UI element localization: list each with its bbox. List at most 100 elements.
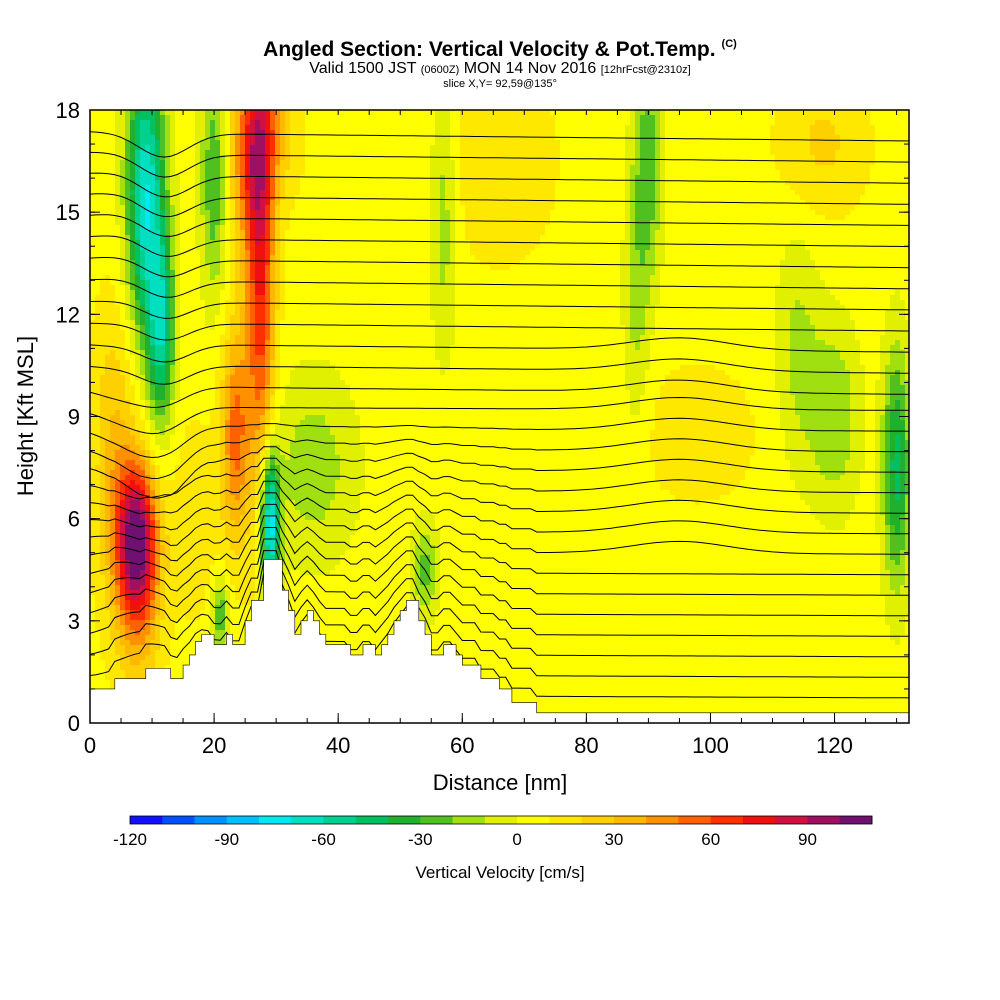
velocity-cell [155, 335, 161, 341]
velocity-cell [120, 355, 126, 361]
velocity-cell [210, 300, 216, 306]
velocity-cell [195, 500, 201, 506]
velocity-cell [150, 560, 156, 566]
velocity-cell [145, 365, 151, 371]
velocity-cell [190, 255, 196, 261]
velocity-cell [160, 665, 166, 671]
velocity-cell [210, 590, 216, 596]
velocity-cell [130, 425, 136, 431]
velocity-cell [160, 200, 166, 206]
velocity-cell [160, 570, 166, 576]
velocity-cell [110, 270, 116, 276]
velocity-cell [115, 570, 121, 576]
velocity-cell [110, 520, 116, 526]
velocity-cell [235, 345, 241, 351]
velocity-cell [200, 465, 206, 471]
velocity-cell [160, 430, 166, 436]
velocity-cell [225, 285, 231, 291]
velocity-cell [210, 495, 216, 501]
velocity-cell [170, 155, 176, 161]
velocity-cell [100, 305, 106, 311]
velocity-cell [220, 360, 226, 366]
velocity-cell [230, 555, 236, 561]
velocity-cell [265, 345, 271, 351]
velocity-cell [175, 235, 181, 241]
velocity-cell [285, 370, 291, 376]
velocity-cell [250, 280, 256, 286]
velocity-cell [140, 335, 146, 341]
velocity-cell [245, 115, 251, 121]
velocity-cell [105, 525, 111, 531]
velocity-cell [125, 545, 131, 551]
velocity-cell [205, 160, 211, 166]
velocity-cell [145, 260, 151, 266]
velocity-cell [165, 440, 171, 446]
velocity-cell [165, 570, 171, 576]
velocity-cell [235, 360, 241, 366]
velocity-cell [255, 235, 261, 241]
velocity-cell [140, 360, 146, 366]
velocity-cell [100, 575, 106, 581]
velocity-cell [200, 550, 206, 556]
velocity-cell [250, 510, 256, 516]
velocity-cell [100, 680, 106, 686]
velocity-cell [285, 320, 291, 326]
velocity-cell [270, 175, 276, 181]
velocity-cell [235, 495, 241, 501]
velocity-cell [100, 315, 106, 321]
velocity-cell [110, 570, 116, 576]
velocity-cell [245, 415, 251, 421]
velocity-cell [275, 190, 281, 196]
velocity-cell [275, 130, 281, 136]
velocity-cell [130, 215, 136, 221]
velocity-cell [105, 195, 111, 201]
velocity-cell [235, 510, 241, 516]
velocity-cell [140, 175, 146, 181]
velocity-cell [135, 665, 141, 671]
velocity-cell [155, 545, 161, 551]
velocity-cell [170, 530, 176, 536]
velocity-cell [130, 125, 136, 131]
velocity-cell [175, 615, 181, 621]
velocity-cell [230, 340, 236, 346]
velocity-cell [210, 400, 216, 406]
velocity-cell [275, 260, 281, 266]
velocity-cell [105, 665, 111, 671]
velocity-cell [275, 165, 281, 171]
velocity-cell [140, 230, 146, 236]
velocity-cell [160, 150, 166, 156]
velocity-cell [225, 290, 231, 296]
velocity-cell [145, 145, 151, 151]
velocity-cell [270, 265, 276, 271]
velocity-cell [190, 110, 196, 116]
velocity-cell [180, 470, 186, 476]
velocity-cell [140, 305, 146, 311]
velocity-cell [220, 150, 226, 156]
velocity-cell [180, 245, 186, 251]
velocity-cell [175, 115, 181, 121]
velocity-cell [270, 245, 276, 251]
velocity-cell [125, 190, 131, 196]
velocity-cell [215, 225, 221, 231]
velocity-cell [260, 230, 266, 236]
velocity-cell [220, 335, 226, 341]
velocity-cell [280, 370, 286, 376]
velocity-cell [200, 160, 206, 166]
velocity-cell [190, 355, 196, 361]
velocity-cell [90, 180, 96, 186]
velocity-cell [255, 115, 261, 121]
velocity-cell [270, 315, 276, 321]
velocity-cell [175, 470, 181, 476]
velocity-cell [275, 230, 281, 236]
velocity-cell [125, 175, 131, 181]
velocity-cell [280, 565, 286, 571]
velocity-cell [90, 540, 96, 546]
velocity-cell [145, 585, 151, 591]
velocity-cell [285, 155, 291, 161]
velocity-cell [130, 375, 136, 381]
velocity-cell [175, 625, 181, 631]
velocity-cell [145, 235, 151, 241]
velocity-cell [200, 575, 206, 581]
velocity-cell [215, 155, 221, 161]
velocity-cell [270, 300, 276, 306]
